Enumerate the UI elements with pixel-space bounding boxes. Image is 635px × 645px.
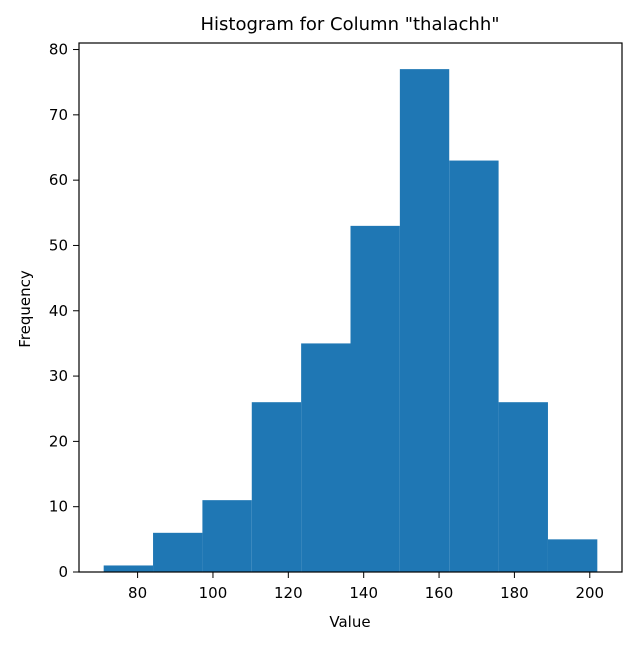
x-tick-label-3: 140: [349, 584, 378, 602]
y-tick-label-5: 50: [49, 236, 68, 254]
x-tick-label-6: 200: [575, 584, 604, 602]
x-tick-label-1: 100: [199, 584, 228, 602]
y-axis-ticks: 0 10 20 30 40 50 60 70 80: [49, 41, 79, 581]
histogram-bar-6: [399, 69, 450, 572]
y-tick-label-1: 10: [49, 498, 68, 516]
bars-group: [103, 69, 598, 573]
histogram-bar-8: [498, 402, 548, 572]
x-tick-label-2: 120: [274, 584, 303, 602]
histogram-bar-1: [153, 532, 203, 572]
y-tick-label-0: 0: [58, 563, 68, 581]
histogram-bar-9: [547, 539, 598, 572]
x-axis-label: Value: [329, 613, 370, 631]
y-tick-label-2: 20: [49, 432, 68, 450]
y-tick-label-4: 40: [49, 302, 68, 320]
y-axis-label: Frequency: [16, 270, 34, 348]
histogram-bar-4: [301, 343, 351, 572]
histogram-bar-0: [103, 565, 154, 572]
histogram-bar-7: [449, 160, 499, 573]
y-tick-label-7: 70: [49, 106, 68, 124]
y-tick-label-3: 30: [49, 367, 68, 385]
histogram-bar-5: [350, 225, 400, 572]
plot-frame: [78, 42, 623, 573]
x-tick-label-4: 160: [425, 584, 454, 602]
x-tick-label-0: 80: [128, 584, 147, 602]
x-tick-label-5: 180: [500, 584, 529, 602]
histogram-bar-2: [202, 500, 252, 572]
x-axis-ticks: 80 100 120 140 160 180 200: [128, 572, 604, 602]
y-tick-label-8: 80: [49, 41, 68, 59]
histogram-bar-3: [251, 402, 302, 572]
y-tick-label-6: 60: [49, 171, 68, 189]
chart-title: Histogram for Column "thalachh": [200, 14, 499, 35]
